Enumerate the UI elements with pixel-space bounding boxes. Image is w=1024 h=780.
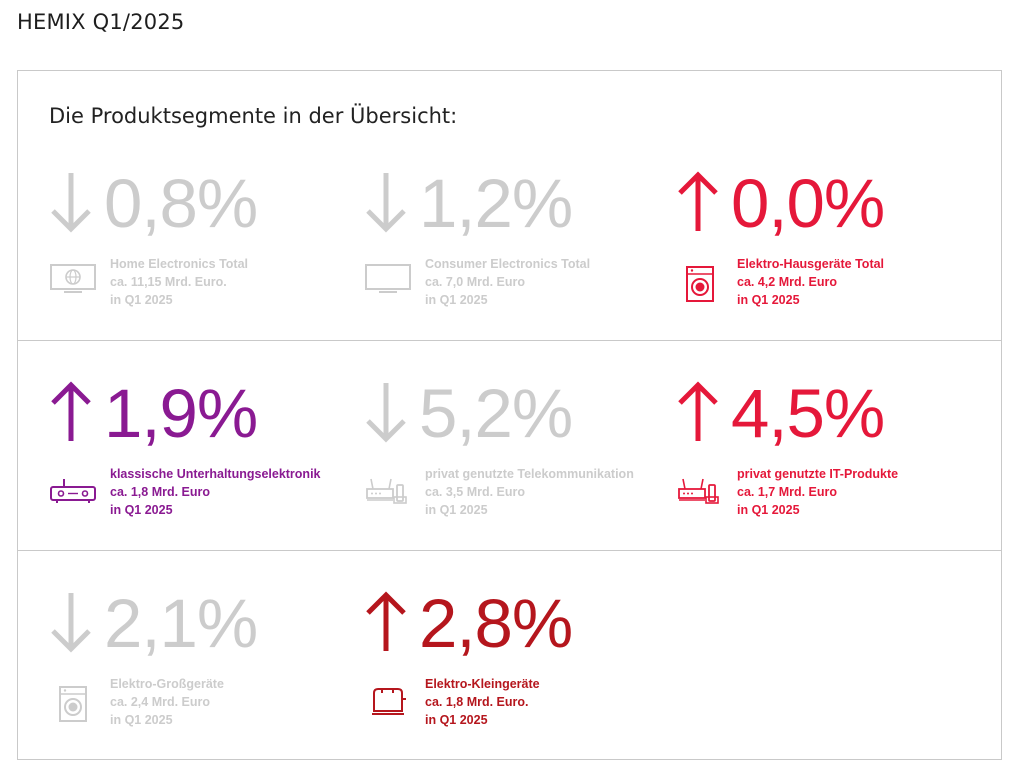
- segment-name: Home Electronics Total: [110, 257, 248, 271]
- receiver-icon: [48, 469, 98, 509]
- segment-name: privat genutzte IT-Produkte: [737, 467, 899, 481]
- card-heading: Die Produktsegmente in der Übersicht:: [49, 104, 458, 128]
- segment-name: Elektro-Großgeräte: [110, 677, 224, 691]
- segment-volume: ca. 7,0 Mrd. Euro: [425, 275, 526, 289]
- arrow-up-icon: [675, 171, 731, 237]
- segment-period: in Q1 2025: [425, 713, 488, 727]
- segment-tile: 0,8% Home Electronics Total ca. 11,15 Mrd.…: [48, 169, 348, 339]
- segment-description: Consumer Electronics Total ca. 7,0 Mrd. E…: [425, 255, 590, 309]
- segment-stat: 0,8%: [48, 165, 258, 242]
- washing-machine-icon: [48, 679, 98, 722]
- segment-tile: 2,1% Elektro-Großgeräte ca. 2,4 Mrd. Euro i…: [48, 589, 348, 759]
- arrow-up-icon: [675, 381, 731, 447]
- arrow-down-icon: [363, 381, 419, 447]
- segment-percent: 0,0%: [731, 165, 885, 242]
- segment-percent: 1,9%: [104, 375, 258, 452]
- segment-percent: 2,1%: [104, 585, 258, 662]
- segment-volume: ca. 1,7 Mrd. Euro: [737, 485, 838, 499]
- segment-description: klassische Unterhaltungselektronik ca. 1,…: [110, 465, 321, 519]
- segment-tile: 1,9% klassische Unterhaltungselektronik ca…: [48, 379, 348, 549]
- segment-stat: 0,0%: [675, 165, 885, 242]
- segment-name: Elektro-Hausgeräte Total: [737, 257, 885, 271]
- arrow-down-icon: [48, 591, 104, 657]
- segment-volume: ca. 1,8 Mrd. Euro: [110, 485, 211, 499]
- segment-description: Elektro-Kleingeräte ca. 1,8 Mrd. Euro. in …: [425, 675, 540, 729]
- segment-percent: 1,2%: [419, 165, 573, 242]
- arrow-down-icon: [48, 171, 104, 237]
- tv-icon: [363, 259, 413, 299]
- segment-tile: 2,8% Elektro-Kleingeräte ca. 1,8 Mrd. Euro…: [363, 589, 663, 759]
- segment-volume: ca. 11,15 Mrd. Euro.: [110, 275, 227, 289]
- segment-tile: 5,2% privat genutzte Telekommunikation ca.…: [363, 379, 663, 549]
- segment-period: in Q1 2025: [110, 293, 173, 307]
- row-divider: [18, 550, 1001, 551]
- segment-volume: ca. 2,4 Mrd. Euro: [110, 695, 211, 709]
- arrow-up-icon: [363, 591, 419, 657]
- segment-period: in Q1 2025: [737, 503, 800, 517]
- segment-period: in Q1 2025: [110, 713, 173, 727]
- segment-volume: ca. 4,2 Mrd. Euro: [737, 275, 838, 289]
- segment-tile: 4,5% privat genutzte IT-Produkte ca. 1,7 M…: [675, 379, 975, 549]
- segment-stat: 2,8%: [363, 585, 573, 662]
- arrow-down-icon: [363, 171, 419, 237]
- segment-stat: 4,5%: [675, 375, 885, 452]
- segment-period: in Q1 2025: [737, 293, 800, 307]
- segment-period: in Q1 2025: [110, 503, 173, 517]
- segment-name: klassische Unterhaltungselektronik: [110, 467, 321, 481]
- page-title: HEMIX Q1/2025: [17, 10, 185, 34]
- segment-period: in Q1 2025: [425, 293, 488, 307]
- router-phone-icon: [675, 469, 725, 509]
- row-divider: [18, 340, 1001, 341]
- tv-globe-icon: [48, 259, 98, 299]
- segment-percent: 2,8%: [419, 585, 573, 662]
- router-phone-icon: [363, 469, 413, 509]
- segment-stat: 1,2%: [363, 165, 573, 242]
- segment-name: Elektro-Kleingeräte: [425, 677, 540, 691]
- segment-volume: ca. 1,8 Mrd. Euro.: [425, 695, 529, 709]
- segment-name: privat genutzte Telekommunikation: [425, 467, 634, 481]
- segment-tile: 0,0% Elektro-Hausgeräte Total ca. 4,2 Mrd.…: [675, 169, 975, 339]
- segment-volume: ca. 3,5 Mrd. Euro: [425, 485, 526, 499]
- segment-stat: 1,9%: [48, 375, 258, 452]
- segment-name: Consumer Electronics Total: [425, 257, 591, 271]
- segment-description: Elektro-Großgeräte ca. 2,4 Mrd. Euro in Q1…: [110, 675, 224, 729]
- segment-tile: 1,2% Consumer Electronics Total ca. 7,0 Mr…: [363, 169, 663, 339]
- segment-percent: 0,8%: [104, 165, 258, 242]
- segment-stat: 2,1%: [48, 585, 258, 662]
- arrow-up-icon: [48, 381, 104, 447]
- segment-period: in Q1 2025: [425, 503, 488, 517]
- segment-stat: 5,2%: [363, 375, 573, 452]
- segment-percent: 5,2%: [419, 375, 573, 452]
- segment-description: Home Electronics Total ca. 11,15 Mrd. Eur…: [110, 255, 248, 309]
- washing-machine-icon: [675, 259, 725, 302]
- segment-percent: 4,5%: [731, 375, 885, 452]
- toaster-icon: [363, 679, 413, 719]
- segments-card: Die Produktsegmente in der Übersicht: 0,…: [17, 70, 1002, 760]
- segment-description: Elektro-Hausgeräte Total ca. 4,2 Mrd. Eur…: [737, 255, 884, 309]
- segment-description: privat genutzte Telekommunikation ca. 3,5…: [425, 465, 634, 519]
- segment-description: privat genutzte IT-Produkte ca. 1,7 Mrd. …: [737, 465, 898, 519]
